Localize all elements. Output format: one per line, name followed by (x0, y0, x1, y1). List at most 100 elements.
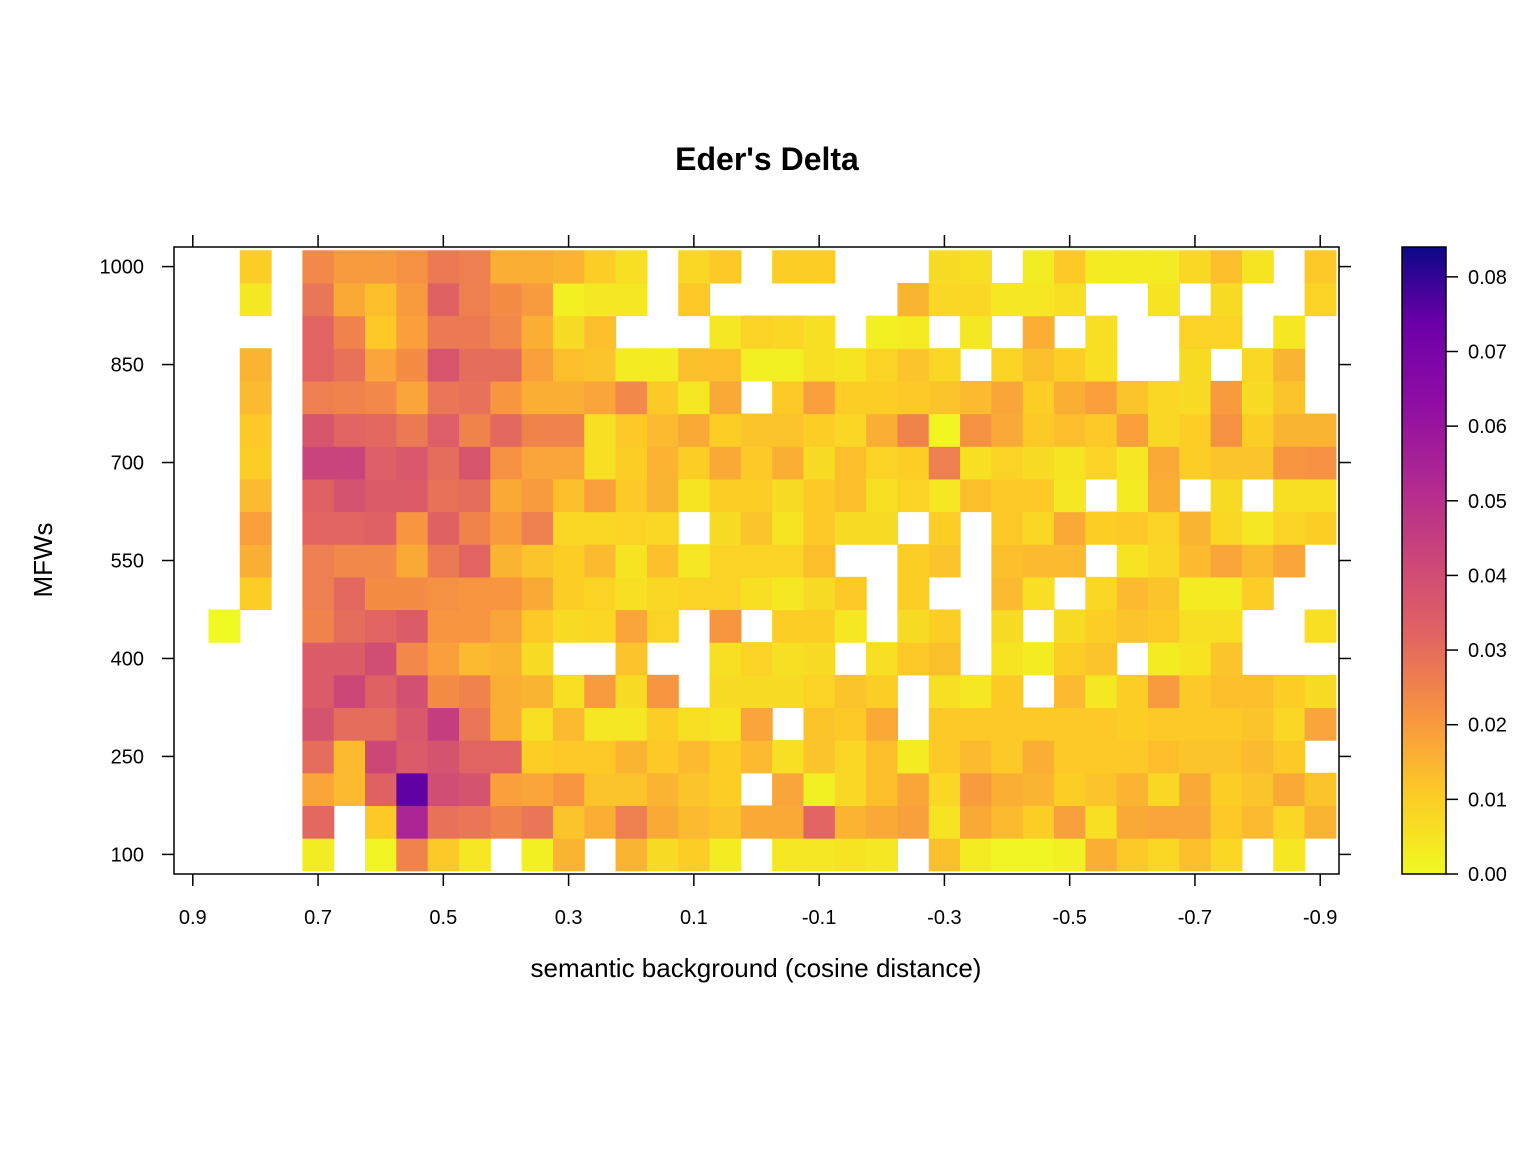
heatmap-cell (1210, 478, 1243, 513)
heatmap-cell (396, 380, 429, 415)
heatmap-cell (1054, 413, 1086, 447)
heatmap-cell (396, 838, 429, 872)
heatmap-cell (1022, 772, 1055, 807)
heatmap-cell (1147, 282, 1180, 317)
heatmap-cell (1147, 250, 1180, 284)
heatmap-cell (333, 348, 366, 382)
heatmap-cell (1241, 740, 1274, 774)
x-tick-label: -0.1 (802, 907, 836, 929)
heatmap-cell (615, 478, 648, 513)
heatmap-cell (615, 250, 648, 284)
heatmap-cells (208, 250, 1337, 872)
heatmap-cell (552, 576, 585, 611)
heatmap-cell (803, 740, 836, 774)
heatmap-cell (709, 380, 742, 415)
heatmap-cell (490, 250, 523, 284)
y-axis-title: MFWs (28, 522, 58, 597)
heatmap-cell (1147, 642, 1180, 676)
heatmap-cell (615, 380, 648, 415)
heatmap-cell (302, 511, 335, 545)
heatmap-cell (1179, 250, 1212, 284)
heatmap-cell (1085, 838, 1118, 872)
heatmap-cell (427, 348, 460, 382)
heatmap-cell (239, 250, 272, 284)
heatmap-cell (1179, 446, 1212, 480)
colorbar-tick-label: 0.00 (1468, 864, 1507, 886)
heatmap-cell (960, 478, 992, 513)
heatmap-cell (772, 740, 805, 774)
heatmap-cell (740, 511, 773, 545)
heatmap-cell (897, 478, 930, 513)
heatmap-cell (1054, 511, 1086, 545)
heatmap-cell (1273, 838, 1306, 872)
heatmap-cell (490, 576, 523, 611)
heatmap-cell (1116, 609, 1149, 643)
heatmap-cell (365, 838, 397, 872)
heatmap-cell (866, 805, 899, 839)
heatmap-cell (521, 348, 554, 382)
heatmap-cell (1085, 642, 1118, 676)
heatmap-cell (834, 707, 867, 741)
heatmap-cell (803, 576, 836, 611)
heatmap-cell (490, 805, 523, 839)
heatmap-cell (1304, 478, 1337, 513)
heatmap-cell (1304, 250, 1337, 284)
heatmap-cell (1116, 772, 1149, 807)
heatmap-cell (928, 838, 961, 872)
heatmap-cell (333, 446, 366, 480)
heatmap-cell (1210, 250, 1243, 284)
heatmap-cell (709, 446, 742, 480)
heatmap-cell (1241, 576, 1274, 611)
heatmap-cell (302, 478, 335, 513)
heatmap-cell (1273, 413, 1306, 447)
heatmap-cell (333, 609, 366, 643)
heatmap-cell (740, 315, 773, 349)
heatmap-cell (772, 805, 805, 839)
heatmap-cell (928, 642, 961, 676)
heatmap-cell (740, 576, 773, 611)
heatmap-cell (772, 838, 805, 872)
heatmap-cell (490, 740, 523, 774)
heatmap-cell (396, 282, 429, 317)
heatmap-cell (1241, 511, 1274, 545)
heatmap-cell (1022, 282, 1055, 317)
heatmap-cell (396, 609, 429, 643)
heatmap-cell (1179, 838, 1212, 872)
heatmap-cell (1022, 707, 1055, 741)
heatmap-cell (1304, 413, 1337, 447)
colorbar-tick-label: 0.01 (1468, 789, 1507, 811)
heatmap-cell (584, 446, 617, 480)
heatmap-cell (991, 576, 1024, 611)
heatmap-cell (1210, 511, 1243, 545)
y-tick-label: 100 (111, 844, 144, 866)
heatmap-cell (991, 380, 1024, 415)
heatmap-cell (960, 707, 992, 741)
heatmap-cell (772, 544, 805, 578)
heatmap-cell (458, 740, 491, 774)
heatmap-cell (772, 674, 805, 709)
heatmap-cell (1304, 674, 1337, 709)
heatmap-cell (1179, 707, 1212, 741)
heatmap-cell (960, 315, 992, 349)
heatmap-cell (490, 544, 523, 578)
heatmap-cell (772, 576, 805, 611)
heatmap-cell (1273, 511, 1306, 545)
heatmap-cell (1054, 805, 1086, 839)
heatmap-cell (427, 315, 460, 349)
heatmap-cell (1116, 674, 1149, 709)
heatmap-cell (396, 348, 429, 382)
heatmap-cell (302, 707, 335, 741)
heatmap-cell (709, 511, 742, 545)
heatmap-cell (1085, 413, 1118, 447)
heatmap-cell (960, 413, 992, 447)
heatmap-cell (1085, 576, 1118, 611)
heatmap-cell (1210, 707, 1243, 741)
heatmap-cell (1022, 576, 1055, 611)
heatmap-cell (1147, 707, 1180, 741)
heatmap-cell (1304, 772, 1337, 807)
heatmap-cell (1022, 315, 1055, 349)
heatmap-cell (646, 805, 679, 839)
heatmap-cell (803, 642, 836, 676)
heatmap-cell (333, 544, 366, 578)
